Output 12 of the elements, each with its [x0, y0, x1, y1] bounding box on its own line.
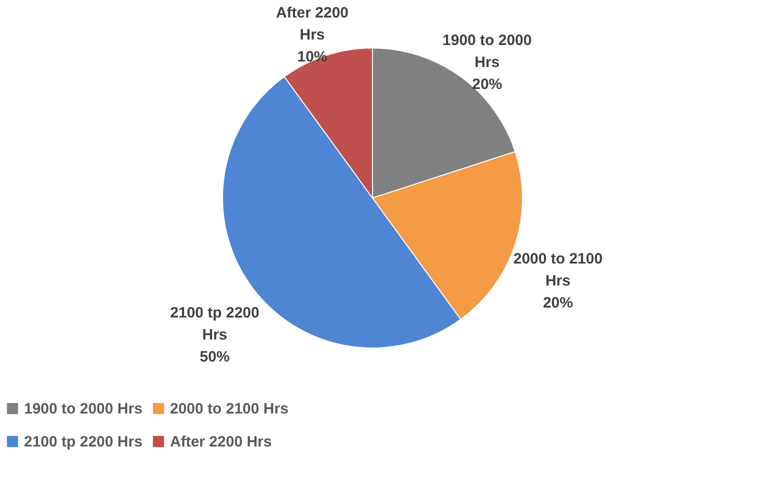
slice-label: 2100 tp 2200 Hrs: [170, 304, 260, 344]
data-label: 50%: [200, 348, 230, 366]
slice-label: After 2200 Hrs: [276, 4, 349, 44]
data-label: 10%: [297, 48, 328, 66]
slice-label: 1900 to 2000 Hrs: [442, 32, 532, 72]
data-label: 20%: [472, 76, 502, 94]
legend-label: 2000 to 2100 Hrs: [170, 400, 288, 418]
slice-label: 2000 to 2100 Hrs: [513, 250, 603, 290]
data-label: 20%: [542, 294, 573, 312]
legend-label: After 2200 Hrs: [170, 434, 272, 450]
legend-label: 1900 to 2000 Hrs: [24, 400, 142, 418]
legend-label: 2100 tp 2200 Hrs: [24, 434, 142, 450]
